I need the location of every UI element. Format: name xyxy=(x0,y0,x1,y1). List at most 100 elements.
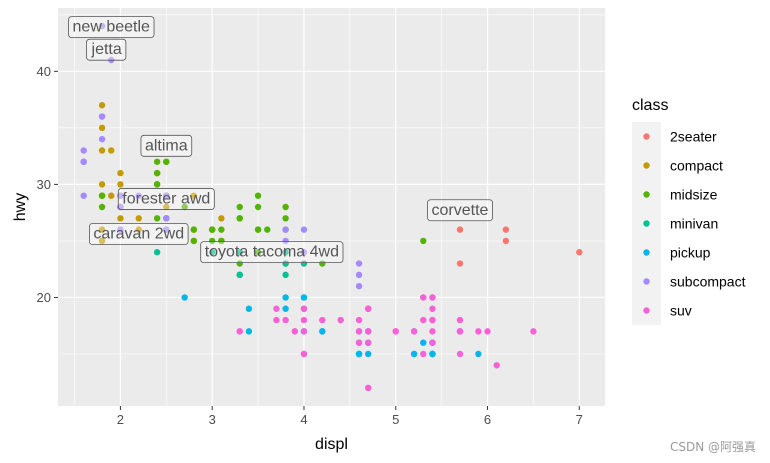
annotation: forester awd xyxy=(117,188,215,210)
legend-label: midsize xyxy=(670,187,718,203)
y-tick-label: 40 xyxy=(37,64,51,79)
data-point xyxy=(135,192,142,199)
annotation-label: caravan 2wd xyxy=(93,226,184,243)
annotation: toyota tacoma 4wd xyxy=(200,241,344,263)
data-point xyxy=(300,316,308,324)
data-point xyxy=(475,328,482,335)
data-point xyxy=(236,260,243,267)
data-point xyxy=(163,215,170,222)
data-point xyxy=(282,316,289,324)
data-point xyxy=(355,328,363,335)
data-point xyxy=(319,328,326,335)
data-point xyxy=(355,260,363,267)
data-points xyxy=(80,22,583,392)
data-point xyxy=(163,226,170,233)
x-tick-label: 3 xyxy=(209,412,216,427)
legend-label: suv xyxy=(670,303,692,319)
annotation-label: forester awd xyxy=(122,190,210,207)
data-point xyxy=(98,147,106,154)
data-point xyxy=(135,226,142,233)
data-point xyxy=(254,226,262,233)
annotation-label: altima xyxy=(145,137,188,154)
data-point xyxy=(190,192,198,199)
annotation-label: toyota tacoma 4wd xyxy=(205,244,339,261)
data-point xyxy=(365,328,372,335)
data-point xyxy=(153,249,161,256)
x-axis-title: displ xyxy=(315,436,348,453)
data-point xyxy=(117,181,124,188)
x-tick-label: 7 xyxy=(576,412,583,427)
data-point xyxy=(254,203,262,211)
data-point xyxy=(245,305,253,312)
legend-key-point xyxy=(643,133,650,140)
data-point xyxy=(429,339,436,346)
data-point xyxy=(282,294,289,301)
point-annotations: new beetle jetta altima forester awd caravan… xyxy=(68,16,493,263)
data-point xyxy=(365,305,372,312)
annotation: altima xyxy=(140,134,193,157)
data-point xyxy=(456,316,464,324)
data-point xyxy=(163,158,170,165)
data-point xyxy=(181,294,188,301)
data-point xyxy=(282,203,289,211)
data-point xyxy=(282,249,289,256)
x-tick-label: 4 xyxy=(300,412,307,427)
annotation-box xyxy=(140,134,193,157)
legend-label: pickup xyxy=(670,245,711,261)
data-point xyxy=(429,328,436,335)
data-point xyxy=(420,339,427,346)
data-point xyxy=(300,328,308,335)
data-point xyxy=(355,316,363,324)
data-point xyxy=(365,339,372,346)
data-point xyxy=(98,135,106,143)
data-point xyxy=(98,237,106,245)
data-point xyxy=(236,203,243,211)
y-tick-label: 20 xyxy=(37,290,51,305)
data-point xyxy=(300,350,308,358)
data-point xyxy=(98,192,106,199)
annotation-box xyxy=(68,16,155,38)
data-point xyxy=(218,226,225,233)
data-point xyxy=(502,237,510,245)
legend-label: minivan xyxy=(670,216,718,232)
legend-label: 2seater xyxy=(670,129,717,145)
data-point xyxy=(273,305,280,312)
data-point xyxy=(420,294,427,301)
legend-key-point xyxy=(643,220,650,227)
data-point xyxy=(153,181,161,188)
legend-label: compact xyxy=(670,158,723,174)
data-point xyxy=(484,328,491,335)
data-point xyxy=(319,260,326,267)
data-point xyxy=(135,215,142,222)
annotation: new beetle xyxy=(68,16,155,38)
legend-title: class xyxy=(632,97,668,114)
data-point xyxy=(300,305,308,312)
data-point xyxy=(355,271,363,279)
y-axis-ticks: 20 30 40 xyxy=(37,64,58,305)
data-point xyxy=(117,192,124,199)
annotation-box xyxy=(117,188,215,210)
legend-key-point xyxy=(643,249,650,256)
data-point xyxy=(282,271,289,279)
annotation: caravan 2wd xyxy=(89,223,189,245)
data-point xyxy=(80,158,87,165)
data-point xyxy=(98,22,106,30)
data-point xyxy=(282,237,289,245)
data-point xyxy=(208,226,216,233)
legend-key-point xyxy=(643,307,650,314)
data-point xyxy=(273,316,280,324)
data-point xyxy=(236,215,243,222)
data-point xyxy=(163,203,170,211)
data-point xyxy=(98,102,106,109)
data-point xyxy=(208,237,216,245)
data-point xyxy=(153,158,161,165)
data-point xyxy=(456,226,464,233)
data-point xyxy=(264,226,271,233)
data-point xyxy=(153,169,161,177)
annotation-label: corvette xyxy=(432,202,489,219)
x-tick-label: 6 xyxy=(484,412,491,427)
data-point xyxy=(420,350,427,358)
data-point xyxy=(218,237,225,245)
annotation-box xyxy=(200,241,344,263)
